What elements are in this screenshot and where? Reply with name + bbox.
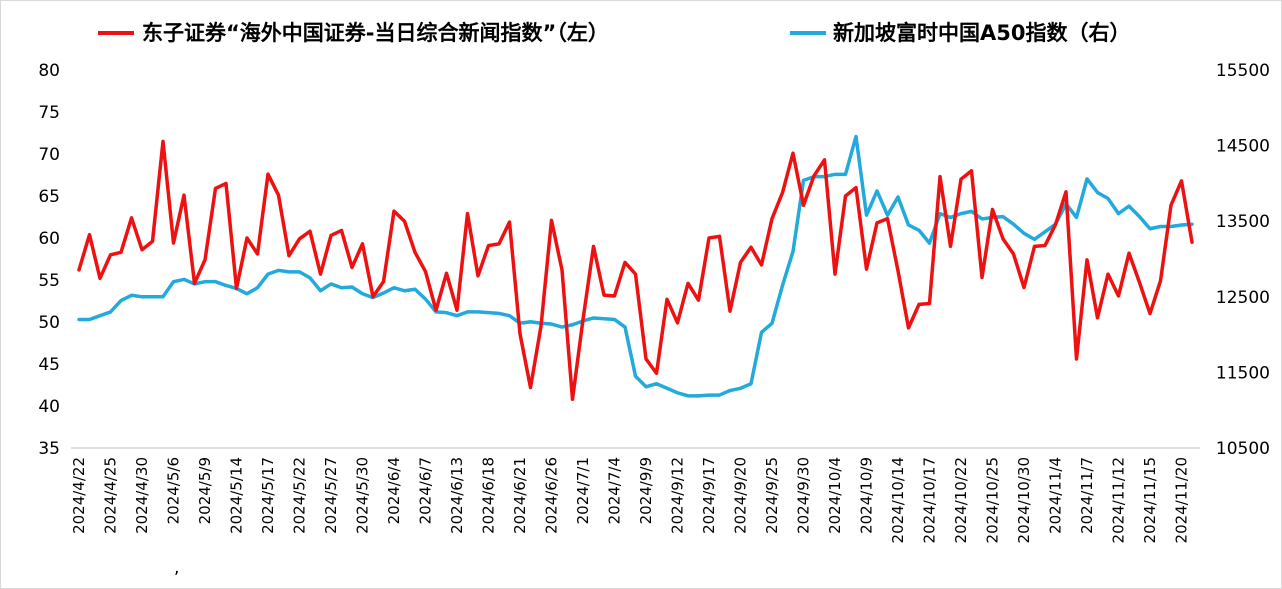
x-tick-label: 2024/11/12 [1110,457,1128,543]
x-tick-label: 2024/6/21 [511,457,529,534]
left-tick-label: 45 [38,355,60,375]
x-tick-label: 2024/4/25 [102,457,120,534]
left-tick-label: 60 [38,229,60,249]
x-tick-label: 2024/10/25 [984,457,1002,543]
left-tick-label: 75 [38,103,60,123]
right-tick-label: 15500 [1216,61,1270,81]
x-tick-label: 2024/7/4 [606,457,624,524]
right-tick-label: 13500 [1216,212,1270,232]
x-tick-label: 2024/5/17 [259,457,277,534]
x-tick-label: 2024/5/30 [354,457,372,534]
legend-label-a50-index: 新加坡富时中国A50指数（右） [833,21,1130,45]
x-tick-label: 2024/6/4 [385,457,403,524]
left-tick-label: 40 [38,397,60,417]
x-tick-label: 2024/5/27 [322,457,340,534]
left-axis: 35 40 45 50 55 60 65 70 75 80 [38,61,60,459]
x-tick-label: 2024/6/26 [543,457,561,534]
left-tick-label: 70 [38,145,60,165]
right-tick-label: 14500 [1216,137,1270,157]
x-axis: 2024/4/22 2024/4/25 2024/4/30 2024/5/6 2024/… [70,447,1200,543]
x-tick-label: 2024/9/12 [669,457,687,534]
x-tick-label: 2024/6/18 [480,457,498,534]
x-tick-label: 2024/9/17 [700,457,718,534]
right-tick-label: 10500 [1216,439,1270,459]
series-line-a50-index [77,134,1194,398]
x-tick-label: 2024/11/4 [1047,457,1065,534]
series-line-news-index [77,139,1194,402]
x-tick-label: 2024/5/22 [291,457,309,534]
x-tick-label: 2024/6/7 [417,457,435,524]
x-tick-label: 2024/9/9 [637,457,655,524]
plot-area [77,134,1194,402]
x-tick-label: 2024/10/4 [826,457,844,534]
x-tick-label: 2024/9/25 [763,457,781,534]
left-tick-label: 50 [38,313,60,333]
x-tick-label: 2024/7/1 [574,457,592,524]
x-tick-label: 2024/5/9 [196,457,214,524]
legend-label-news-index: 东子证券“海外中国证券-当日综合新闻指数”（左） [142,21,609,45]
x-tick-label: 2024/6/13 [448,457,466,534]
stray-mark: , [174,558,179,578]
right-axis: 10500 11500 12500 13500 14500 15500 [1216,61,1270,459]
left-tick-label: 55 [38,271,60,291]
x-tick-label: 2024/4/22 [70,457,88,534]
x-tick-label: 2024/10/9 [858,457,876,534]
x-tick-label: 2024/11/15 [1141,457,1159,543]
x-tick-label: 2024/9/20 [732,457,750,534]
left-tick-label: 65 [38,187,60,207]
x-tick-label: 2024/5/14 [228,457,246,534]
x-tick-label: 2024/11/7 [1078,457,1096,534]
x-tick-label: 2024/10/17 [921,457,939,543]
x-tick-label: 2024/5/6 [165,457,183,524]
x-tick-label: 2024/11/20 [1173,457,1191,543]
left-tick-label: 80 [38,61,60,81]
left-tick-label: 35 [38,439,60,459]
x-tick-label: 2024/10/22 [952,457,970,543]
x-tick-label: 2024/10/14 [889,457,907,543]
legend: 东子证券“海外中国证券-当日综合新闻指数”（左） 新加坡富时中国A50指数（右） [98,21,1130,45]
right-tick-label: 12500 [1216,288,1270,308]
x-tick-label: 2024/9/30 [795,457,813,534]
x-tick-label: 2024/4/30 [133,457,151,534]
right-tick-label: 11500 [1216,363,1270,383]
x-tick-label: 2024/10/30 [1015,457,1033,543]
